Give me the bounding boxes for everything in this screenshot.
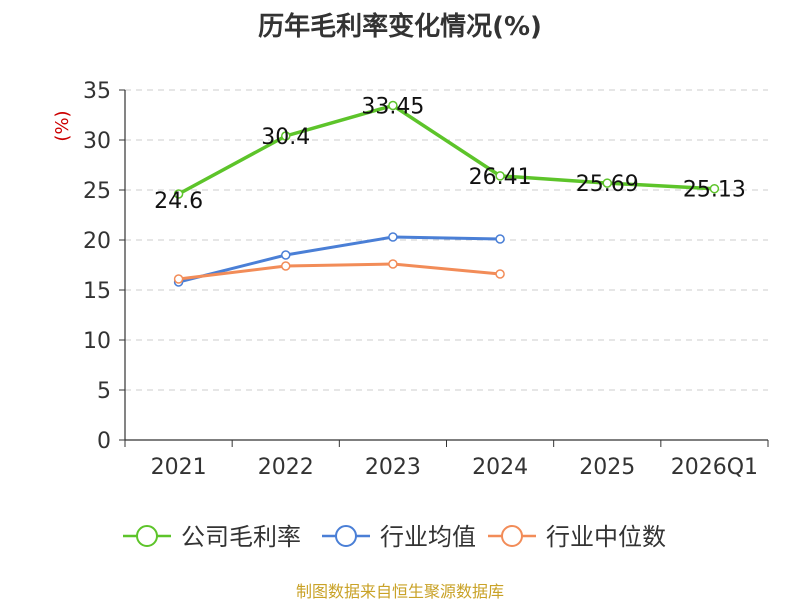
data-point [602, 178, 612, 188]
legend-marker [335, 525, 357, 547]
y-tick-label: 20 [83, 229, 111, 254]
legend-label: 行业均值 [380, 523, 476, 551]
data-point [388, 100, 398, 111]
source-note: 制图数据来自恒生聚源数据库 [295, 582, 504, 601]
data-point [173, 274, 184, 284]
data-point [281, 261, 291, 271]
x-tick-label: 2023 [365, 455, 421, 480]
y-tick-label: 35 [83, 79, 111, 104]
data-point [388, 232, 398, 242]
gridlines [125, 89, 768, 391]
x-tick-label: 2026Q1 [671, 455, 758, 480]
data-label: 24.6 [154, 189, 203, 214]
data-label: 30.4 [261, 125, 310, 150]
legend-marker [501, 525, 523, 547]
x-tick-label: 2024 [472, 455, 528, 480]
data-label: 26.41 [469, 165, 532, 190]
series-line [178, 235, 501, 284]
y-tick-label: 30 [83, 129, 111, 154]
data-point [495, 171, 505, 181]
data-label: 33.45 [361, 95, 424, 120]
x-tick-label: 2021 [151, 455, 207, 480]
data-labels: 24.6 30.4 33.45 26.41 25.69 25.13 [154, 95, 746, 215]
data-point [495, 269, 505, 279]
y-tick-label: 0 [97, 429, 111, 454]
series-lines [173, 100, 720, 287]
data-point [388, 259, 398, 269]
data-point [173, 189, 184, 199]
legend-label: 行业中位数 [546, 523, 666, 551]
data-label: 25.13 [683, 178, 746, 203]
y-tick-label: 5 [97, 379, 111, 404]
y-axis-label: (%) [52, 110, 73, 141]
chart-title: 历年毛利率变化情况(%) [258, 12, 542, 42]
data-point [281, 250, 291, 260]
legend: 公司毛利率 行业均值 行业中位数 [123, 523, 666, 551]
x-tick-label: 2022 [258, 455, 314, 480]
y-tick-label: 15 [83, 279, 111, 304]
y-tick-label: 10 [83, 329, 111, 354]
series-line [177, 103, 715, 196]
series-line [178, 262, 501, 281]
x-tick-label: 2025 [579, 455, 635, 480]
legend-label: 公司毛利率 [181, 523, 301, 551]
data-point [495, 234, 505, 244]
y-tick-label: 25 [83, 179, 111, 204]
data-point [709, 183, 720, 194]
data-label: 25.69 [576, 172, 639, 197]
legend-marker [136, 525, 158, 547]
data-point [281, 131, 291, 141]
